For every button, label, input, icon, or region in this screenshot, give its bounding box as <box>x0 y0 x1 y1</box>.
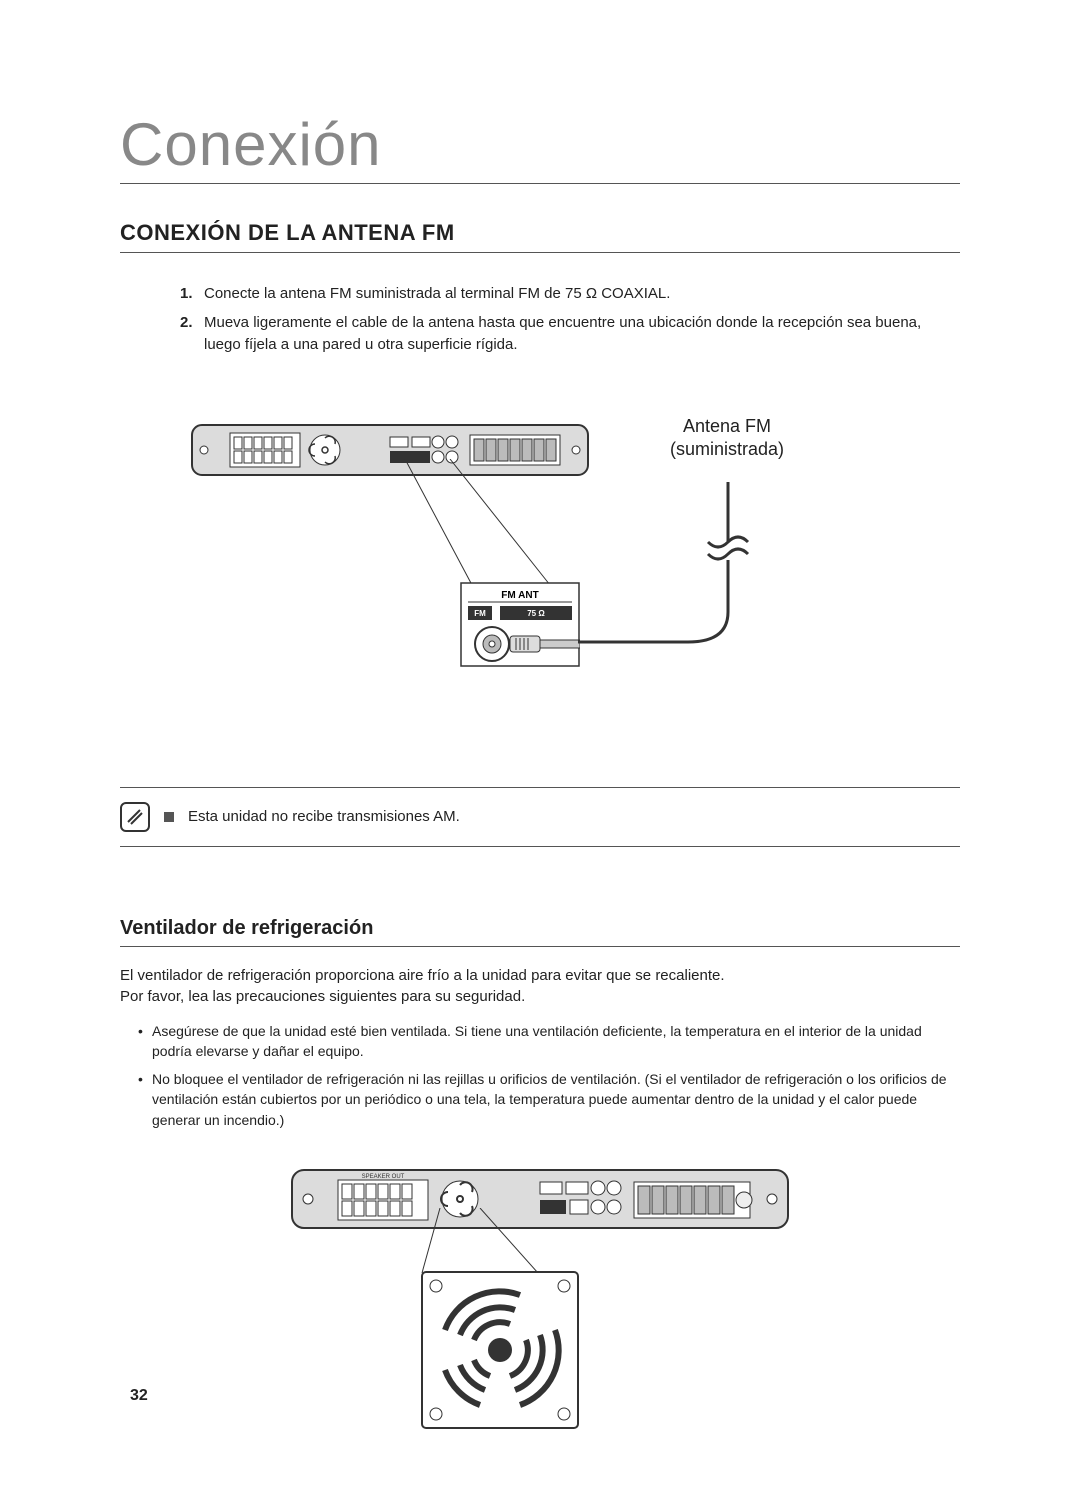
steps-list: 1. Conecte la antena FM suministrada al … <box>180 283 960 357</box>
page-number: 32 <box>130 1387 148 1405</box>
antenna-label-line1: Antena FM <box>670 415 784 438</box>
step-number: 2. <box>180 312 200 357</box>
step-1: 1. Conecte la antena FM suministrada al … <box>180 283 960 306</box>
step-2: 2. Mueva ligeramente el cable de la ante… <box>180 312 960 357</box>
fan-bullets: • Asegúrese de que la unidad esté bien v… <box>138 1021 960 1130</box>
fan-bullet-1: • Asegúrese de que la unidad esté bien v… <box>138 1021 960 1062</box>
step-text: Conecte la antena FM suministrada al ter… <box>204 283 960 306</box>
svg-text:SPEAKER OUT: SPEAKER OUT <box>362 1174 405 1180</box>
fan-intro-line2: Por favor, lea las precauciones siguient… <box>120 988 525 1005</box>
fm-zoom-right: 75 Ω <box>527 609 545 618</box>
fan-intro: El ventilador de refrigeración proporcio… <box>120 965 960 1007</box>
section-title: CONEXIÓN DE LA ANTENA FM <box>120 220 960 253</box>
callout-lines <box>390 459 560 599</box>
figure-fm-antenna: FM ANT FM 75 Ω Antena FM (suministrada) <box>180 407 900 747</box>
step-text: Mueva ligeramente el cable de la antena … <box>204 312 960 357</box>
fan-bullet-2: • No bloquee el ventilador de refrigerac… <box>138 1069 960 1130</box>
note-icon <box>120 802 150 832</box>
fan-intro-line1: El ventilador de refrigeración proporcio… <box>120 967 725 984</box>
fan-bullet-text: Asegúrese de que la unidad esté bien ven… <box>152 1021 960 1062</box>
figure-cooling-fan: SPEAKER OUT <box>290 1160 790 1460</box>
note-block: Esta unidad no recibe transmisiones AM. <box>120 787 960 847</box>
fan-bullet-text: No bloquee el ventilador de refrigeració… <box>152 1069 960 1130</box>
antenna-label-line2: (suministrada) <box>670 438 784 461</box>
bullet-dot-icon: • <box>138 1069 152 1130</box>
chapter-title: Conexión <box>120 110 960 184</box>
step-number: 1. <box>180 283 200 306</box>
bullet-dot-icon: • <box>138 1021 152 1062</box>
subsection-title: Ventilador de refrigeración <box>120 917 960 947</box>
note-text: Esta unidad no recibe transmisiones AM. <box>188 808 460 825</box>
antenna-cable-diagram <box>578 482 778 652</box>
fm-zoom-title: FM ANT <box>501 590 538 601</box>
device-rear-diagram-2: SPEAKER OUT <box>290 1160 790 1240</box>
antenna-label: Antena FM (suministrada) <box>670 415 784 462</box>
note-bullet-icon <box>164 812 174 822</box>
fm-terminal-zoom: FM ANT FM 75 Ω <box>460 582 580 667</box>
fm-zoom-left: FM <box>474 609 486 618</box>
fan-zoom-diagram <box>420 1270 580 1430</box>
